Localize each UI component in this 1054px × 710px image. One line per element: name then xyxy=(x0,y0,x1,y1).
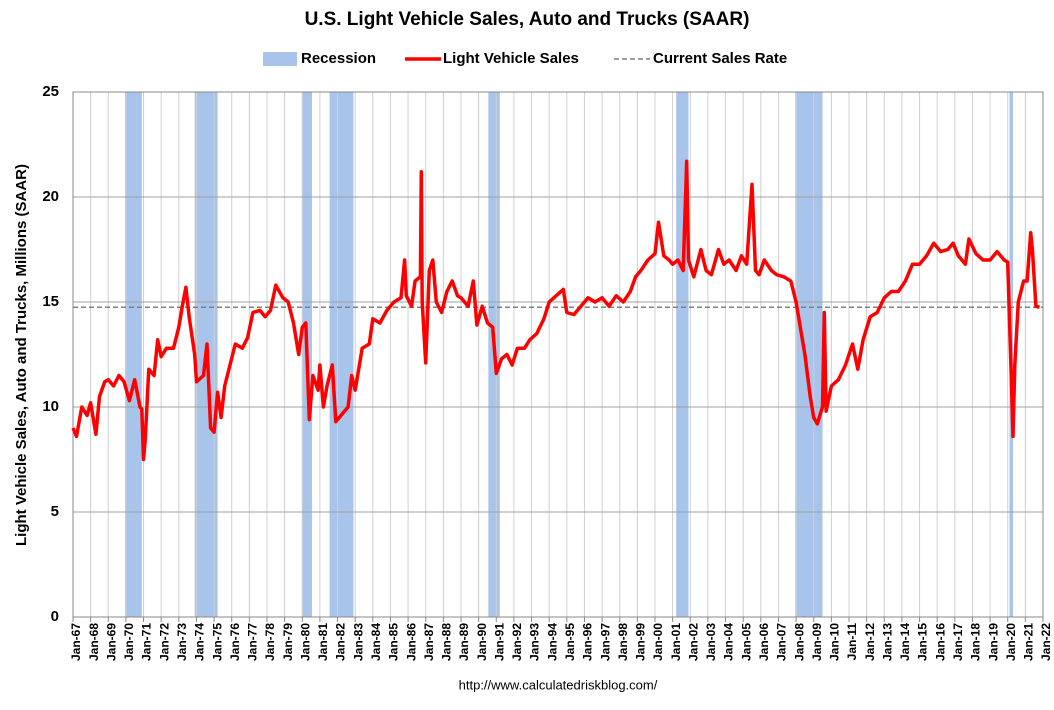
x-tick-label: Jan-17 xyxy=(951,623,965,661)
x-tick-label: Jan-68 xyxy=(87,623,101,661)
x-tick-label: Jan-88 xyxy=(440,623,454,661)
x-tick-label: Jan-09 xyxy=(810,623,824,661)
chart-title: U.S. Light Vehicle Sales, Auto and Truck… xyxy=(305,9,750,30)
x-tick-label: Jan-84 xyxy=(369,623,383,661)
x-tick-label: Jan-91 xyxy=(492,623,506,661)
x-tick-label: Jan-98 xyxy=(616,623,630,661)
x-tick-label: Jan-18 xyxy=(969,623,983,661)
x-tick-label: Jan-11 xyxy=(845,623,859,661)
x-tick-label: Jan-12 xyxy=(863,623,877,661)
x-tick-label: Jan-71 xyxy=(140,623,154,661)
x-tick-label: Jan-72 xyxy=(157,623,171,661)
x-tick-label: Jan-99 xyxy=(634,623,648,661)
x-tick-label: Jan-86 xyxy=(404,623,418,661)
x-tick-label: Jan-02 xyxy=(686,623,700,661)
y-tick-label: 20 xyxy=(42,188,59,205)
legend-label: Current Sales Rate xyxy=(653,50,787,67)
recession-band xyxy=(125,92,142,617)
x-tick-label: Jan-19 xyxy=(986,623,1000,661)
x-tick-label: Jan-69 xyxy=(104,623,118,661)
x-tick-label: Jan-80 xyxy=(298,623,312,661)
x-tick-label: Jan-00 xyxy=(651,623,665,661)
x-tick-label: Jan-82 xyxy=(334,623,348,661)
x-tick-label: Jan-01 xyxy=(669,623,683,661)
plot-border xyxy=(72,91,1044,618)
x-tick-label: Jan-16 xyxy=(933,623,947,661)
x-tick-label: Jan-89 xyxy=(457,623,471,661)
y-tick-label: 5 xyxy=(51,503,59,520)
x-tick-label: Jan-70 xyxy=(122,623,136,661)
x-tick-label: Jan-76 xyxy=(228,623,242,661)
x-tick-label: Jan-79 xyxy=(281,623,295,661)
x-tick-label: Jan-03 xyxy=(704,623,718,661)
x-tick-label: Jan-93 xyxy=(528,623,542,661)
recession-band xyxy=(329,92,354,617)
legend-swatch xyxy=(263,52,297,66)
x-tick-label: Jan-04 xyxy=(722,623,736,661)
x-tick-label: Jan-85 xyxy=(387,623,401,661)
x-tick-label: Jan-14 xyxy=(898,623,912,661)
plot-area xyxy=(73,92,1043,617)
x-tick-label: Jan-15 xyxy=(916,623,930,661)
x-tick-label: Jan-96 xyxy=(581,623,595,661)
x-tick-label: Jan-77 xyxy=(246,623,260,661)
y-tick-label: 15 xyxy=(42,293,59,310)
legend-label: Light Vehicle Sales xyxy=(443,50,579,67)
x-tick-label: Jan-21 xyxy=(1022,623,1036,661)
x-tick-label: Jan-06 xyxy=(757,623,771,661)
x-tick-label: Jan-07 xyxy=(775,623,789,661)
x-tick-label: Jan-92 xyxy=(510,623,524,661)
x-tick-label: Jan-73 xyxy=(175,623,189,661)
x-tick-label: Jan-74 xyxy=(193,623,207,661)
x-tick-label: Jan-13 xyxy=(880,623,894,661)
x-tick-label: Jan-97 xyxy=(598,623,612,661)
source: http://www.calculatedriskblog.com/ xyxy=(459,677,658,692)
y-axis-label: Light Vehicle Sales, Auto and Trucks, Mi… xyxy=(13,164,30,546)
legend-label: Recession xyxy=(301,50,376,67)
x-tick-label: Jan-83 xyxy=(351,623,365,661)
x-tick-label: Jan-05 xyxy=(739,623,753,661)
x-tick-label: Jan-87 xyxy=(422,623,436,661)
x-tick-label: Jan-67 xyxy=(69,623,83,661)
recession-band xyxy=(795,92,823,617)
x-tick-label: Jan-94 xyxy=(545,623,559,661)
x-tick-label: Jan-20 xyxy=(1004,623,1018,661)
sales-line xyxy=(71,159,1041,462)
y-tick-label: 0 xyxy=(51,608,59,625)
y-tick-label: 25 xyxy=(42,83,59,100)
x-tick-label: Jan-81 xyxy=(316,623,330,661)
y-tick-label: 10 xyxy=(42,398,59,415)
x-tick-label: Jan-22 xyxy=(1039,623,1053,661)
x-tick-label: Jan-10 xyxy=(828,623,842,661)
x-tick-label: Jan-90 xyxy=(475,623,489,661)
x-tick-label: Jan-08 xyxy=(792,623,806,661)
x-tick-label: Jan-78 xyxy=(263,623,277,661)
x-tick-label: Jan-75 xyxy=(210,623,224,661)
x-tick-label: Jan-95 xyxy=(563,623,577,661)
